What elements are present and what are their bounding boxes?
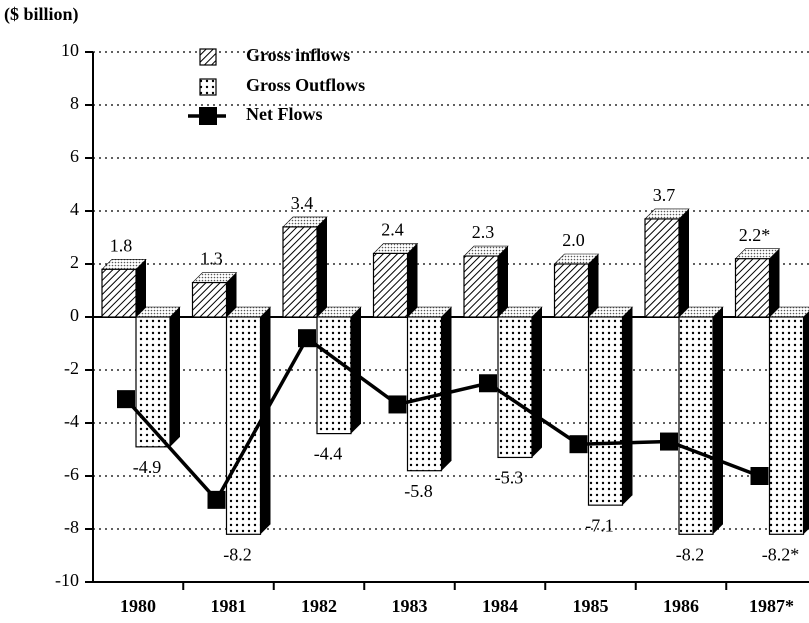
line-marker xyxy=(117,390,135,409)
legend-swatch xyxy=(199,78,217,96)
line xyxy=(124,335,761,503)
line-marker xyxy=(750,467,769,485)
value-label: -7.1 xyxy=(585,515,614,535)
value-label: 3.4 xyxy=(291,193,314,213)
y-tick-label: 4 xyxy=(70,199,79,219)
y-tick-label: -6 xyxy=(64,464,79,484)
x-tick-label: 1987* xyxy=(749,596,794,616)
value-label: 1.3 xyxy=(200,249,223,269)
y-tick-label: 8 xyxy=(70,93,79,113)
y-tick-label: -2 xyxy=(64,358,79,378)
line-marker xyxy=(298,329,316,348)
bar xyxy=(282,226,318,318)
y-tick-label: 10 xyxy=(61,40,79,60)
value-label: -4.9 xyxy=(133,457,162,477)
bar-side xyxy=(803,311,809,535)
bar-side xyxy=(679,208,689,317)
bar xyxy=(678,316,714,535)
bar-side xyxy=(136,259,146,317)
legend-swatch xyxy=(199,48,217,66)
bar xyxy=(372,252,409,318)
line-marker xyxy=(388,395,407,414)
bar xyxy=(101,268,137,318)
x-tick-label: 1983 xyxy=(392,596,428,616)
bar-side xyxy=(713,307,723,535)
bar-side xyxy=(498,246,508,317)
value-label: -8.2* xyxy=(762,544,800,564)
value-label: 2.4 xyxy=(381,220,404,240)
bar xyxy=(463,255,499,318)
value-label: 2.0 xyxy=(562,230,585,250)
value-label: -8.2 xyxy=(223,544,252,564)
bar xyxy=(316,316,352,435)
bar-side xyxy=(769,248,780,317)
x-tick-label: 1985 xyxy=(573,596,609,616)
line-marker xyxy=(660,432,678,451)
value-label: -5.3 xyxy=(495,468,524,488)
value-label: 2.2* xyxy=(739,225,771,245)
line-marker xyxy=(569,435,588,454)
value-label: -8.2 xyxy=(676,544,705,564)
bar-side xyxy=(260,307,271,535)
legend-label: Gross Outflows xyxy=(246,75,365,95)
bar-side xyxy=(532,307,542,458)
line-marker xyxy=(207,490,226,509)
y-tick-label: 0 xyxy=(70,305,79,325)
value-label: 1.8 xyxy=(110,235,133,255)
x-tick-label: 1982 xyxy=(301,596,337,616)
bar-side xyxy=(588,254,599,317)
bar-side xyxy=(351,307,361,434)
value-label: -4.4 xyxy=(314,444,343,464)
bar xyxy=(553,263,590,318)
value-label: 2.3 xyxy=(472,222,495,242)
y-tick-label: 2 xyxy=(70,252,79,272)
bar-side xyxy=(407,243,418,317)
y-tick-label: -4 xyxy=(64,411,79,431)
legend-label: Net Flows xyxy=(246,104,322,124)
bar xyxy=(225,316,262,535)
bar-side xyxy=(441,307,452,471)
bar xyxy=(497,316,533,459)
y-tick-label: -8 xyxy=(64,517,79,537)
x-tick-label: 1981 xyxy=(211,596,247,616)
bar xyxy=(587,316,624,506)
bar-side xyxy=(226,272,237,317)
bar xyxy=(644,218,680,318)
bar-side xyxy=(317,216,327,317)
bar xyxy=(734,258,771,318)
bar xyxy=(135,316,171,448)
bar xyxy=(768,316,805,535)
x-tick-label: 1986 xyxy=(663,596,699,616)
legend-label: Gross inflows xyxy=(246,45,350,65)
y-tick-label: -10 xyxy=(55,570,79,590)
bar-side xyxy=(622,307,633,506)
line-marker xyxy=(479,374,497,393)
x-tick-label: 1984 xyxy=(482,596,518,616)
x-tick-label: 1980 xyxy=(120,596,156,616)
legend-swatch xyxy=(199,107,217,125)
value-label: -5.8 xyxy=(404,481,433,501)
bar xyxy=(191,281,228,318)
y-tick-label: 6 xyxy=(70,146,79,166)
y-axis-label: ($ billion) xyxy=(4,4,79,25)
value-label: 3.7 xyxy=(653,185,676,205)
bar-side xyxy=(170,307,180,447)
